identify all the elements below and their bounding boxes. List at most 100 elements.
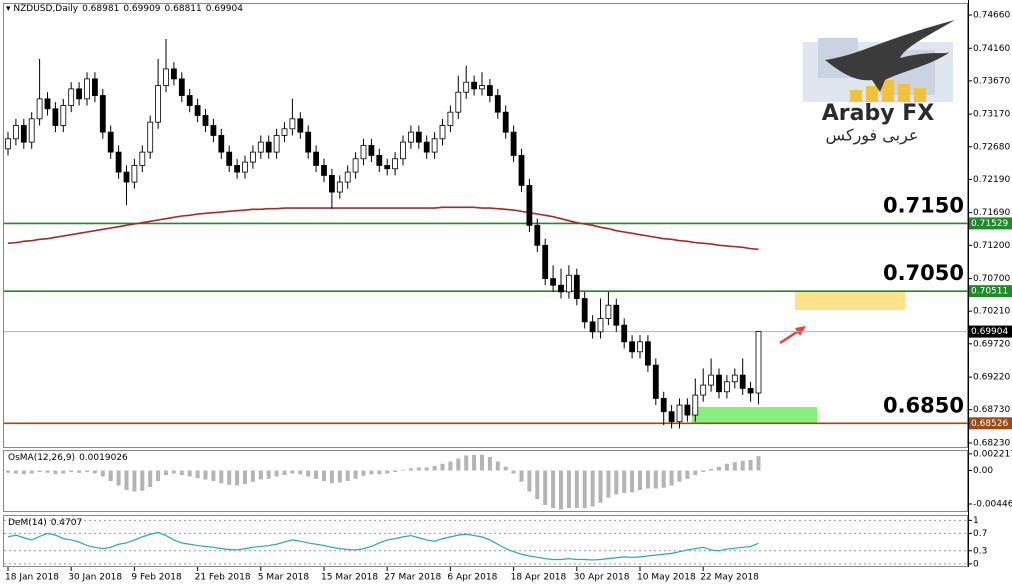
candle-body — [637, 341, 643, 353]
candle-body — [115, 151, 122, 173]
osma-bar — [21, 470, 26, 475]
osma-bar — [85, 470, 89, 472]
candle-body — [273, 135, 280, 153]
osma-bar — [638, 470, 642, 490]
logo-bar — [914, 88, 926, 102]
y-tick-label: 0.72190 — [973, 175, 1010, 185]
osma-bar — [329, 470, 334, 484]
osma-bar — [116, 470, 121, 486]
candle-body — [376, 155, 383, 166]
level-tag — [969, 417, 1012, 430]
osma-bar — [622, 470, 627, 493]
osma-bar — [100, 470, 105, 477]
candle-body — [526, 184, 533, 226]
candle-body — [463, 81, 470, 93]
osma-bar — [416, 467, 421, 471]
y-tick-label: 0.69220 — [973, 373, 1010, 383]
osma-bar — [653, 470, 658, 489]
osma-bar — [92, 470, 97, 474]
osma-bar — [53, 470, 58, 475]
osma-bar — [353, 470, 358, 479]
candle-body — [613, 304, 620, 326]
osma-bar — [732, 462, 737, 471]
candle-body — [739, 374, 746, 389]
osma-bar — [164, 470, 168, 475]
osma-bar — [677, 470, 682, 482]
candle-body — [439, 125, 446, 140]
osma-bar — [266, 470, 271, 479]
y-tick-label: 0.68730 — [973, 405, 1010, 415]
y-tick-label: 0.73170 — [973, 110, 1010, 120]
candle-body — [724, 381, 730, 393]
dem-header: DeM(14) 0.4707 — [8, 518, 86, 528]
x-tick-label: 22 May 2018 — [700, 573, 759, 583]
osma-bar — [574, 470, 579, 508]
header-low: 0.68811 — [164, 4, 202, 14]
candle-body — [84, 78, 90, 100]
candle-body — [518, 155, 525, 186]
candle-body — [234, 165, 241, 173]
candle-body — [313, 151, 320, 166]
osma-bar — [243, 470, 247, 484]
logo-subtitle: عربى فوركس — [826, 126, 919, 146]
moving-average — [7, 206, 759, 251]
candle-body — [202, 115, 209, 126]
osma-bar — [693, 470, 698, 475]
osma-bar — [345, 470, 350, 481]
osma-bar — [250, 470, 255, 482]
header-open: 0.68981 — [82, 4, 120, 14]
candle-body — [170, 68, 177, 80]
candle-body — [700, 384, 707, 396]
candle-body — [92, 78, 98, 96]
y-tick-label: 1 — [973, 516, 979, 526]
candle-body — [178, 78, 185, 96]
y-tick-label: 0.3 — [973, 546, 987, 556]
candle-body — [684, 404, 691, 416]
level-tag — [969, 285, 1012, 298]
candle-body — [155, 85, 162, 123]
x-tick-label: 27 Mar 2018 — [384, 573, 441, 583]
candle-body — [36, 98, 43, 120]
logo: Araby FX عربى فوركس — [803, 20, 955, 146]
osma-bar — [740, 460, 745, 471]
y-tick-label: 0.73670 — [973, 76, 1010, 86]
candle-body — [542, 244, 549, 279]
osma-bar — [645, 470, 650, 489]
candle-body — [629, 341, 635, 353]
candle-body — [502, 111, 509, 133]
logo-eagle — [825, 20, 955, 92]
osma-bar — [290, 470, 295, 474]
osma-bar — [393, 470, 398, 472]
dem-title: DeM(14) — [8, 518, 47, 528]
y-tick-label: 0.72680 — [973, 142, 1010, 152]
candle-body — [605, 304, 612, 319]
y-tick-label: 0.74660 — [973, 10, 1010, 20]
level-tag-label: 0.71529 — [971, 219, 1008, 229]
candle-body — [747, 388, 754, 394]
osma-bar — [322, 470, 326, 481]
osma-bar — [219, 470, 224, 484]
dem-line — [7, 531, 759, 561]
candle-body — [139, 151, 146, 166]
osma-bar — [258, 470, 263, 480]
osma-bar — [717, 466, 721, 471]
candle-body — [360, 145, 367, 160]
candle-body — [581, 298, 588, 323]
osma-bar — [440, 463, 445, 471]
osma-bar — [503, 466, 508, 471]
osma-bar — [211, 470, 216, 481]
osma-bar — [724, 463, 729, 471]
header-close: 0.69904 — [205, 4, 243, 14]
candle-body — [668, 411, 675, 423]
candle-body — [76, 88, 82, 100]
candle-body — [194, 105, 201, 116]
candle-body — [186, 95, 193, 106]
candle-body — [107, 131, 114, 153]
x-tick-label: 30 Jan 2018 — [68, 573, 122, 583]
header-high: 0.69909 — [123, 4, 161, 14]
level-tag-label: 0.68526 — [971, 419, 1008, 429]
dem-last: 0.4707 — [50, 518, 83, 528]
x-tick-label: 18 Jan 2018 — [5, 573, 59, 583]
